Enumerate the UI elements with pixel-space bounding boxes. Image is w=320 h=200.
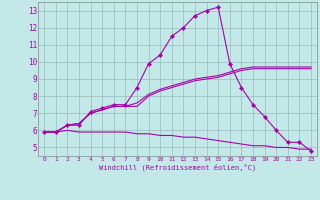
X-axis label: Windchill (Refroidissement éolien,°C): Windchill (Refroidissement éolien,°C): [99, 164, 256, 171]
